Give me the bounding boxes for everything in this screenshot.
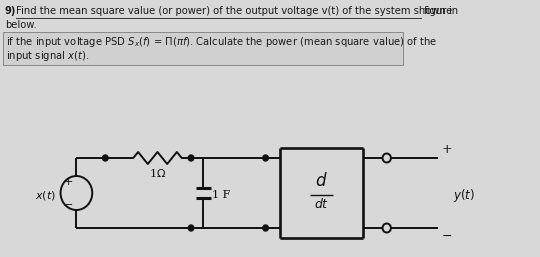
Circle shape bbox=[103, 155, 108, 161]
Circle shape bbox=[188, 225, 194, 231]
Text: $x(t)$: $x(t)$ bbox=[35, 188, 56, 201]
Circle shape bbox=[263, 155, 268, 161]
Text: $d$: $d$ bbox=[315, 172, 328, 190]
Text: $y(t)$: $y(t)$ bbox=[453, 187, 475, 204]
Circle shape bbox=[188, 155, 194, 161]
FancyBboxPatch shape bbox=[3, 32, 403, 65]
Text: if the input voltage PSD $S_x(f)$ = $\Pi$($\pi f$). Calculate the power (mean sq: if the input voltage PSD $S_x(f)$ = $\Pi… bbox=[5, 35, 437, 49]
Text: Find the mean square value (or power) of the output voltage v(t) of the system s: Find the mean square value (or power) of… bbox=[16, 6, 458, 16]
Text: 1 F: 1 F bbox=[212, 190, 231, 200]
Text: $dt$: $dt$ bbox=[314, 197, 329, 211]
Text: +: + bbox=[442, 143, 453, 156]
Circle shape bbox=[263, 225, 268, 231]
Text: figure: figure bbox=[424, 6, 453, 16]
Text: 9): 9) bbox=[5, 6, 16, 16]
Text: −: − bbox=[64, 200, 73, 210]
Circle shape bbox=[382, 153, 391, 162]
Text: −: − bbox=[442, 230, 452, 243]
Text: 1$\Omega$: 1$\Omega$ bbox=[149, 167, 166, 179]
Text: +: + bbox=[64, 177, 73, 187]
Circle shape bbox=[382, 224, 391, 233]
Text: below.: below. bbox=[5, 20, 36, 30]
Text: input signal $x(t)$.: input signal $x(t)$. bbox=[5, 49, 89, 63]
